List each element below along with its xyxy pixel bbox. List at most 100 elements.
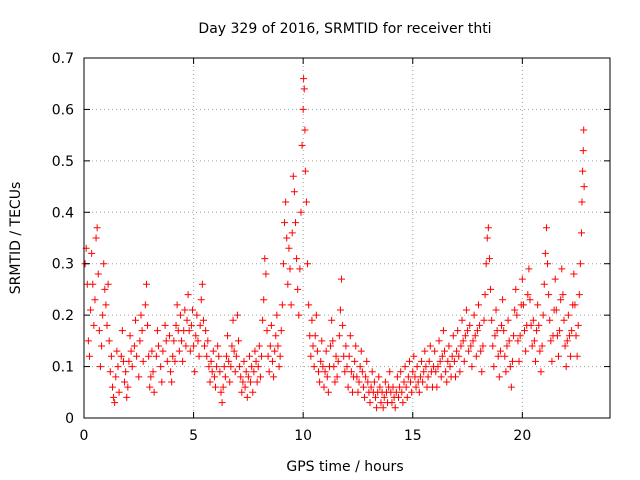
data-point bbox=[278, 301, 286, 309]
data-point bbox=[296, 265, 304, 273]
data-point bbox=[334, 357, 342, 365]
grid-lines bbox=[84, 58, 610, 418]
data-point bbox=[514, 337, 522, 345]
data-point bbox=[529, 316, 537, 324]
data-point bbox=[373, 404, 381, 412]
data-point bbox=[580, 126, 588, 134]
data-point bbox=[473, 327, 481, 335]
data-point bbox=[395, 393, 403, 401]
data-point bbox=[117, 352, 125, 360]
data-point bbox=[219, 383, 227, 391]
data-point bbox=[87, 306, 95, 314]
data-point bbox=[518, 275, 526, 283]
data-point bbox=[286, 265, 294, 273]
data-point bbox=[399, 399, 407, 407]
data-point bbox=[336, 306, 344, 314]
data-point bbox=[540, 280, 548, 288]
data-point bbox=[312, 311, 320, 319]
data-point bbox=[126, 332, 134, 340]
data-point bbox=[469, 337, 477, 345]
data-point bbox=[530, 337, 538, 345]
data-point bbox=[437, 373, 445, 381]
data-point bbox=[159, 347, 167, 355]
data-point bbox=[205, 363, 213, 371]
data-point bbox=[276, 352, 284, 360]
data-point bbox=[139, 357, 147, 365]
data-point bbox=[515, 357, 523, 365]
data-point bbox=[272, 332, 280, 340]
data-point bbox=[434, 363, 442, 371]
data-point bbox=[146, 383, 154, 391]
x-tick-label: 5 bbox=[189, 428, 198, 444]
data-point bbox=[376, 383, 384, 391]
data-point bbox=[537, 368, 545, 376]
data-point bbox=[420, 368, 428, 376]
data-point bbox=[319, 363, 327, 371]
data-point bbox=[495, 373, 503, 381]
data-point bbox=[565, 332, 573, 340]
data-point bbox=[524, 291, 532, 299]
data-point bbox=[150, 388, 158, 396]
data-point bbox=[133, 352, 141, 360]
data-point bbox=[237, 373, 245, 381]
data-point bbox=[111, 399, 119, 407]
data-point bbox=[527, 321, 535, 329]
data-point bbox=[173, 301, 181, 309]
data-point bbox=[457, 342, 465, 350]
data-point bbox=[204, 337, 212, 345]
data-point bbox=[400, 378, 408, 386]
data-point bbox=[345, 352, 353, 360]
data-point bbox=[456, 368, 464, 376]
data-point bbox=[181, 306, 189, 314]
data-point bbox=[470, 311, 478, 319]
data-point bbox=[170, 337, 178, 345]
data-point bbox=[370, 378, 378, 386]
y-tick-label: 0.3 bbox=[52, 257, 74, 273]
data-point bbox=[343, 363, 351, 371]
data-point bbox=[546, 316, 554, 324]
data-point bbox=[198, 280, 206, 288]
data-point bbox=[99, 311, 107, 319]
data-point bbox=[281, 219, 289, 227]
data-point bbox=[264, 352, 272, 360]
data-point bbox=[500, 327, 508, 335]
data-point bbox=[354, 388, 362, 396]
data-point bbox=[494, 352, 502, 360]
y-tick-label: 0 bbox=[65, 411, 74, 427]
data-point bbox=[501, 352, 509, 360]
data-point bbox=[247, 378, 255, 386]
data-point bbox=[538, 342, 546, 350]
data-point bbox=[230, 347, 238, 355]
data-point bbox=[184, 291, 192, 299]
data-point bbox=[468, 363, 476, 371]
data-point bbox=[533, 327, 541, 335]
data-point bbox=[578, 229, 586, 237]
data-point bbox=[226, 378, 234, 386]
data-point bbox=[576, 260, 584, 268]
data-point bbox=[398, 388, 406, 396]
data-point bbox=[352, 342, 360, 350]
data-point bbox=[459, 337, 467, 345]
data-point bbox=[158, 378, 166, 386]
data-point bbox=[511, 306, 519, 314]
data-point bbox=[199, 316, 207, 324]
data-point bbox=[310, 363, 318, 371]
data-point bbox=[227, 363, 235, 371]
data-point bbox=[496, 347, 504, 355]
data-point bbox=[361, 393, 369, 401]
data-point bbox=[220, 363, 228, 371]
data-point bbox=[124, 383, 132, 391]
data-point bbox=[185, 327, 193, 335]
data-point bbox=[315, 368, 323, 376]
data-point bbox=[347, 368, 355, 376]
data-point bbox=[224, 332, 232, 340]
data-point bbox=[93, 224, 101, 232]
data-point bbox=[90, 321, 98, 329]
data-point bbox=[573, 352, 581, 360]
data-point bbox=[251, 347, 259, 355]
data-point bbox=[408, 388, 416, 396]
data-point bbox=[579, 147, 587, 155]
plot-frame bbox=[83, 57, 611, 419]
data-point bbox=[265, 368, 273, 376]
